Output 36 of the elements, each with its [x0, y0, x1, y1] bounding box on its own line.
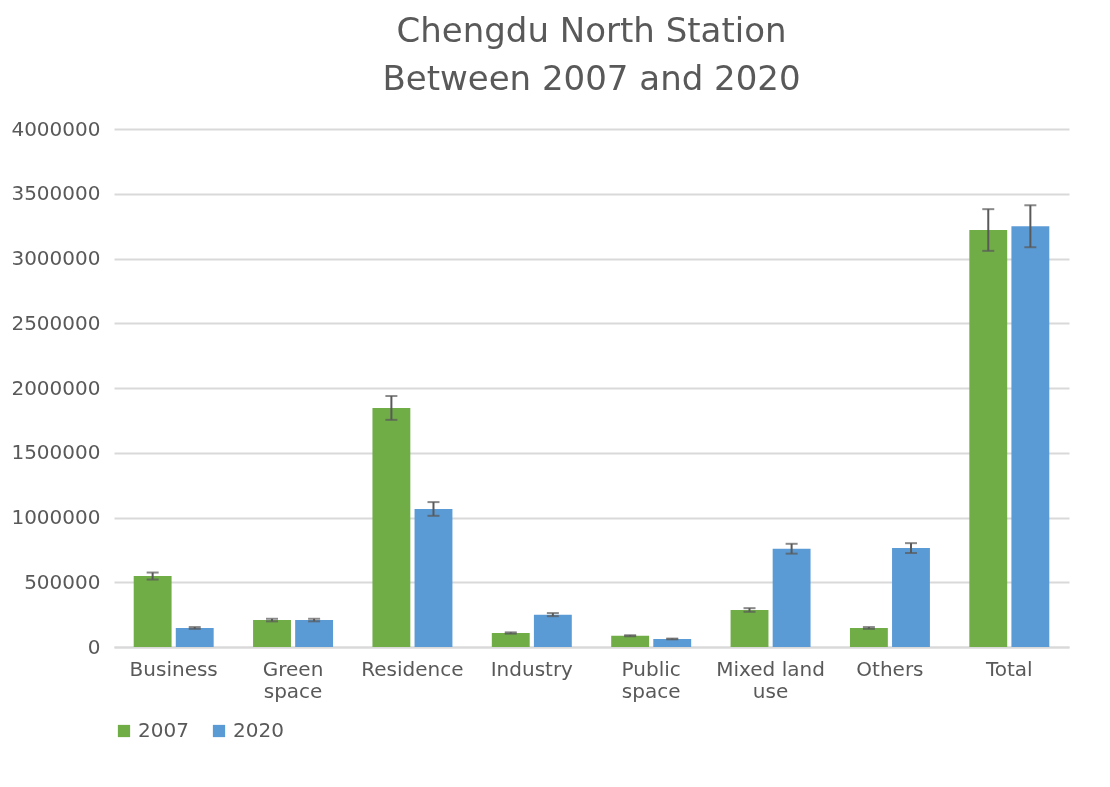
y-tick-label: 1500000 — [11, 440, 101, 465]
bar — [892, 548, 930, 647]
y-tick-label: 3500000 — [11, 181, 101, 206]
x-tick-label: Mixed land use — [716, 656, 825, 703]
bar — [849, 627, 888, 647]
bar — [969, 230, 1008, 647]
bar — [1011, 226, 1050, 647]
bar — [772, 548, 811, 647]
x-tick-label: Others — [856, 656, 924, 681]
y-tick-label: 500000 — [24, 569, 101, 594]
bar — [253, 620, 291, 647]
legend-label: 2020 — [233, 718, 284, 742]
y-tick-label: 2500000 — [11, 310, 101, 335]
bar — [175, 627, 214, 647]
y-tick-label: 3000000 — [11, 246, 101, 270]
bar — [133, 576, 172, 647]
bar — [533, 614, 572, 647]
y-tick-label: 2000000 — [11, 375, 101, 400]
bar — [491, 633, 530, 647]
x-tick-label: Total — [984, 656, 1033, 681]
bar — [730, 609, 769, 647]
x-tick-label: Business — [129, 656, 218, 681]
legend-label: 2007 — [138, 718, 189, 742]
bar — [653, 638, 692, 647]
x-tick-label: Industry — [490, 656, 574, 681]
x-tick-label: Green space — [262, 656, 324, 703]
y-tick-label: 0 — [87, 634, 101, 659]
bar — [414, 508, 453, 647]
y-tick-label: 1000000 — [11, 505, 101, 529]
x-tick-label: Residence — [361, 656, 464, 681]
bar — [295, 620, 334, 647]
x-tick-label: Public space — [621, 656, 681, 703]
bar — [372, 407, 411, 647]
bar — [611, 635, 650, 647]
y-tick-label: 4000000 — [11, 116, 101, 141]
chart-title: Chengdu North Station Between 2007 and 2020 — [382, 10, 801, 98]
